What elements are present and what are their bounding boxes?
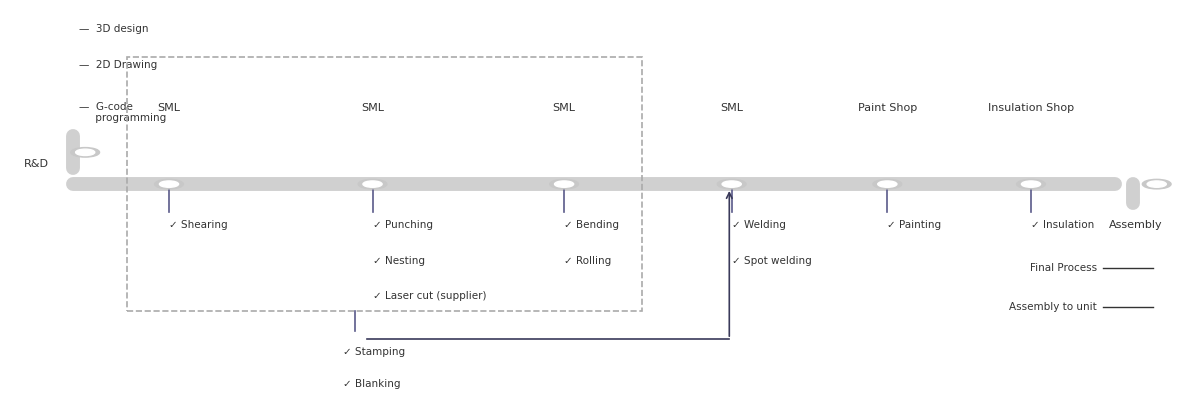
Text: SML: SML: [552, 103, 576, 113]
Text: ✓ Spot welding: ✓ Spot welding: [732, 256, 811, 266]
Circle shape: [1021, 181, 1040, 187]
Text: ✓ Rolling: ✓ Rolling: [564, 256, 611, 266]
Circle shape: [362, 181, 382, 187]
Circle shape: [877, 181, 896, 187]
Text: SML: SML: [720, 103, 743, 113]
Text: Assembly to unit: Assembly to unit: [1009, 302, 1097, 312]
Circle shape: [358, 179, 386, 189]
Text: SML: SML: [361, 103, 384, 113]
Text: ✓ Stamping: ✓ Stamping: [342, 347, 404, 357]
Circle shape: [872, 179, 901, 189]
Text: ✓ Welding: ✓ Welding: [732, 220, 786, 230]
Circle shape: [160, 181, 179, 187]
Text: —  3D design: — 3D design: [79, 24, 149, 34]
Circle shape: [550, 179, 578, 189]
Circle shape: [155, 179, 184, 189]
Text: ✓ Nesting: ✓ Nesting: [372, 256, 425, 266]
Circle shape: [76, 149, 95, 156]
Text: R&D: R&D: [24, 159, 49, 169]
Text: —  G-code
     programming: — G-code programming: [79, 102, 167, 124]
Text: ✓ Punching: ✓ Punching: [372, 220, 432, 230]
Text: ✓ Painting: ✓ Painting: [887, 220, 942, 230]
Text: ✓ Shearing: ✓ Shearing: [169, 220, 228, 230]
Circle shape: [718, 179, 746, 189]
Circle shape: [1147, 181, 1166, 187]
Circle shape: [1016, 179, 1045, 189]
Circle shape: [1142, 179, 1171, 189]
Text: Paint Shop: Paint Shop: [858, 103, 917, 113]
Text: Assembly: Assembly: [1109, 220, 1163, 230]
Text: —  2D Drawing: — 2D Drawing: [79, 60, 157, 70]
Text: SML: SML: [157, 103, 180, 113]
Text: ✓ Blanking: ✓ Blanking: [342, 379, 400, 389]
Circle shape: [71, 148, 100, 157]
Text: ✓ Insulation: ✓ Insulation: [1031, 220, 1094, 230]
Circle shape: [722, 181, 742, 187]
Text: Final Process: Final Process: [1030, 262, 1097, 272]
Text: ✓ Laser cut (supplier): ✓ Laser cut (supplier): [372, 291, 486, 301]
Text: Insulation Shop: Insulation Shop: [988, 103, 1074, 113]
Circle shape: [554, 181, 574, 187]
Text: ✓ Bending: ✓ Bending: [564, 220, 619, 230]
